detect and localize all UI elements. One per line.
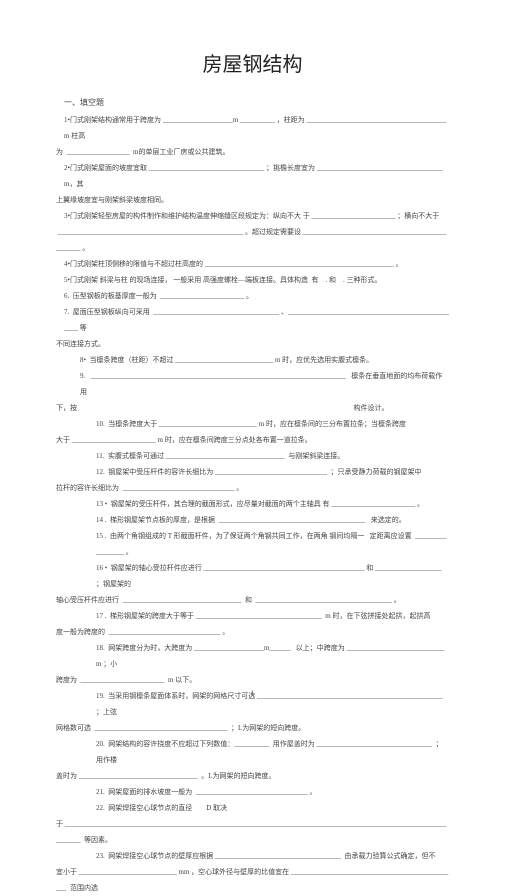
section-heading: 一、填空题 xyxy=(64,97,449,108)
text-line: 网格数可选 __________________________________… xyxy=(56,720,449,736)
text-line: 23. 网架焊接空心球节点的壁厚应根据 ____________________… xyxy=(56,848,449,864)
text-line: 4•门式刚架柱顶侧移的限值与不超过柱高度的 __________________… xyxy=(56,256,449,272)
text-line: 22. 网架焊接空心球节点的直径 D 取决 xyxy=(56,800,449,816)
text-line: 7. 屋面压型钢板纵向可采用 _________________________… xyxy=(56,304,449,336)
document-page: 房屋钢结构 一、填空题 1•门式刚架结构通常用于跨度为 ____________… xyxy=(0,0,505,714)
content-body: 1•门式刚架结构通常用于跨度为 ____________________m __… xyxy=(56,112,449,896)
text-line: 9. _____________________________________… xyxy=(56,368,449,400)
document-title: 房屋钢结构 xyxy=(56,48,449,77)
page-number: 1 xyxy=(0,689,505,698)
text-line: 跨度为 ________________________ m 以下。 xyxy=(56,672,449,688)
text-line: 1•门式刚架结构通常用于跨度为 ____________________m __… xyxy=(56,112,449,144)
text-line: 宜小于 ____________________________ mm ，空心球… xyxy=(56,864,449,896)
text-line: 为 __________________ m的单层工业厂房或公共建筑。 xyxy=(56,144,449,160)
text-line: 12. 钢屋架中受压杆件的容许长细比为 ____________________… xyxy=(56,464,449,480)
text-line: 2•门式刚架屋面的坡度宜取 __________________________… xyxy=(56,160,449,192)
text-line: 10. 当檩条跨度大于 ____________________________… xyxy=(56,416,449,432)
text-line: ________________________________________… xyxy=(56,224,449,256)
text-line: 5•门式刚架 斜梁与柱 的现场连接， 一般采用 高强度螺栓—端板连接。具体构造 … xyxy=(56,272,449,288)
text-line: 21. 网架屋面的排水坡度一般为 _______________________… xyxy=(56,784,449,800)
text-line: 18. 网架跨度分为时，大跨度为 ____________________m__… xyxy=(56,640,449,672)
text-line: 11. 实腹式檩条可通过 ___________________________… xyxy=(56,448,449,464)
text-line: 17 . 梯形钢屋架的跨度大于等于 ______________________… xyxy=(56,608,449,624)
text-line: 上翼缘坡度宜与刚架斜梁坡度相同。 xyxy=(56,192,449,208)
text-line: 16 • 钢屋架的轴心受拉杆件应进行 _____________________… xyxy=(56,560,449,592)
text-line: 下，按 构件设计。 xyxy=(56,400,449,416)
text-line: 轴心受压杆件应进行 ______________________________… xyxy=(56,592,449,608)
text-line: 于 ______________________________________… xyxy=(56,816,449,848)
text-line: 8• 当檩条跨度（柱距）不超过 ________________________… xyxy=(56,352,449,368)
text-line: 度一般为跨度的 ________________________________… xyxy=(56,624,449,640)
text-line: 盖时为 __________________________________ 。… xyxy=(56,768,449,784)
text-line: 14 . 梯形钢屋架节点板的厚度，是根据 ___________________… xyxy=(56,512,449,528)
text-line: 大于 ________________________ m 时，应在檩条间跨度三… xyxy=(56,432,449,448)
text-line: 6. 压型钢板的板基厚度一般为 ________________________… xyxy=(56,288,449,304)
text-line: 3•门式刚架轻型房屋的构件制作和维护结构温度伸缩缝区段规定为：纵向不大 于 __… xyxy=(56,208,449,224)
text-line: 拉杆的容许长细比为 ______________________________… xyxy=(56,480,449,496)
text-line: 20. 网架结构的容许挠度不应超过下列数值：__________ 用作屋盖时为 … xyxy=(56,736,449,768)
text-line: 15 . 由两个角钢组成的 T 形截面杆件，为了保证两个角钢共同工作，在两角 钢… xyxy=(56,528,449,560)
text-line: 不同连接方式。 xyxy=(56,336,449,352)
text-line: 13 • 钢屋架的受压杆件，其合理的截面形式，应尽量对截面的两个主轴具 有 __… xyxy=(56,496,449,512)
